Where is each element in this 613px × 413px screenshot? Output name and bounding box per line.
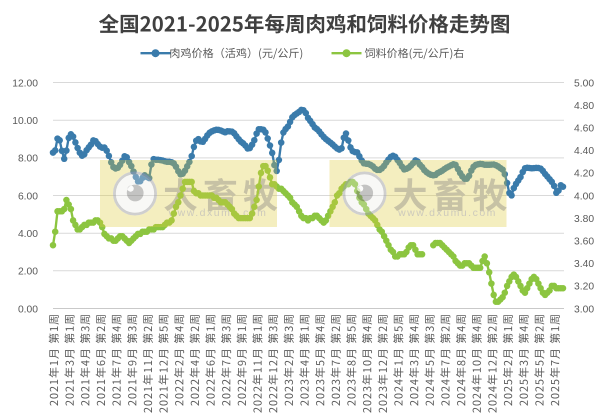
svg-text:8.00: 8.00: [18, 154, 38, 165]
svg-text:3.20: 3.20: [574, 282, 594, 293]
svg-text:5.00: 5.00: [574, 78, 594, 89]
svg-text:3.60: 3.60: [574, 237, 594, 248]
svg-text:4.20: 4.20: [574, 169, 594, 180]
svg-text:3.40: 3.40: [574, 259, 594, 270]
svg-text:12.00: 12.00: [12, 78, 38, 89]
svg-text:10.00: 10.00: [12, 116, 38, 127]
svg-text:www.dxumu.com: www.dxumu.com: [397, 207, 497, 219]
svg-text:6.00: 6.00: [18, 191, 38, 202]
svg-text:4.00: 4.00: [18, 229, 38, 240]
svg-text:4.40: 4.40: [574, 146, 594, 157]
svg-text:4.00: 4.00: [574, 191, 594, 202]
svg-text:3.80: 3.80: [574, 214, 594, 225]
svg-text:4.80: 4.80: [574, 101, 594, 112]
svg-text:3.00: 3.00: [574, 304, 594, 315]
svg-text:4.60: 4.60: [574, 124, 594, 135]
svg-text:0.00: 0.00: [18, 304, 38, 315]
svg-text:2.00: 2.00: [18, 267, 38, 278]
